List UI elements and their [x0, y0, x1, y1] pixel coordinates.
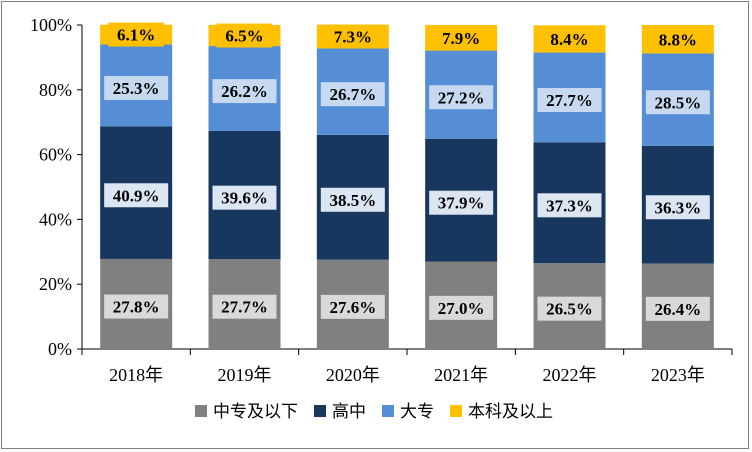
- data-label-bg: [216, 23, 273, 48]
- data-label-bg: [429, 85, 494, 110]
- y-tick-label: 60%: [39, 145, 72, 165]
- data-label-bg: [649, 27, 706, 52]
- data-label-bg: [645, 296, 710, 321]
- y-tick-label: 100%: [30, 15, 72, 35]
- data-label-bg: [104, 183, 169, 208]
- data-label: 6.1%: [117, 26, 155, 45]
- data-label-bg: [104, 294, 169, 319]
- data-label-bg: [645, 90, 710, 115]
- data-label: 27.7%: [546, 91, 593, 110]
- y-tick-label: 40%: [39, 209, 72, 229]
- legend-swatch-3: [382, 405, 394, 417]
- data-label-bg: [320, 82, 385, 107]
- data-label: 40.9%: [113, 186, 160, 205]
- data-label-bg: [645, 195, 710, 220]
- data-label-bg: [433, 25, 490, 50]
- legend-label: 大专: [400, 402, 434, 422]
- data-label-bg: [104, 76, 169, 101]
- x-category-label: 2019年: [218, 365, 272, 385]
- data-label-bg: [108, 22, 165, 47]
- data-label: 36.3%: [654, 198, 701, 217]
- data-label: 7.3%: [334, 28, 372, 47]
- legend-swatch-4: [450, 405, 462, 417]
- data-label-bg: [429, 295, 494, 320]
- legend-label: 本科及以上: [468, 402, 553, 422]
- data-label: 7.9%: [442, 29, 480, 48]
- data-label: 37.3%: [546, 196, 593, 215]
- data-label: 27.2%: [438, 88, 485, 107]
- y-tick-label: 0%: [48, 339, 72, 359]
- legend-label: 中专及以下: [213, 402, 298, 422]
- data-label-bg: [537, 88, 602, 113]
- data-label: 27.6%: [329, 298, 376, 317]
- data-label-bg: [320, 187, 385, 212]
- data-label: 27.0%: [438, 299, 485, 318]
- x-category-label: 2018年: [109, 365, 163, 385]
- data-label-bg: [212, 185, 277, 210]
- data-label: 38.5%: [329, 191, 376, 210]
- data-label: 39.6%: [221, 189, 268, 208]
- data-label: 37.9%: [438, 194, 485, 213]
- legend-swatch-2: [314, 405, 326, 417]
- data-label-bg: [537, 296, 602, 321]
- data-label: 6.5%: [225, 27, 263, 46]
- data-label-bg: [429, 190, 494, 215]
- data-label: 25.3%: [113, 79, 160, 98]
- data-label-bg: [537, 193, 602, 218]
- x-category-label: 2022年: [543, 365, 597, 385]
- data-label: 26.4%: [654, 300, 701, 319]
- x-category-label: 2020年: [326, 365, 380, 385]
- legend-label: 高中: [332, 402, 366, 422]
- x-category-label: 2023年: [651, 365, 705, 385]
- legend-swatch-1: [195, 405, 207, 417]
- data-label: 8.4%: [550, 30, 588, 49]
- data-label: 8.8%: [659, 30, 697, 49]
- data-label: 27.8%: [113, 298, 160, 317]
- y-tick-label: 20%: [39, 274, 72, 294]
- data-label-bg: [320, 294, 385, 319]
- data-label: 26.2%: [221, 82, 268, 101]
- x-category-label: 2021年: [434, 365, 488, 385]
- data-label: 28.5%: [654, 93, 701, 112]
- data-label: 27.7%: [221, 298, 268, 317]
- data-label-bg: [212, 294, 277, 319]
- y-tick-label: 80%: [39, 80, 72, 100]
- data-label-bg: [541, 26, 598, 51]
- data-label: 26.5%: [546, 300, 593, 319]
- data-label: 26.7%: [329, 85, 376, 104]
- data-label-bg: [212, 79, 277, 104]
- data-label-bg: [324, 24, 381, 49]
